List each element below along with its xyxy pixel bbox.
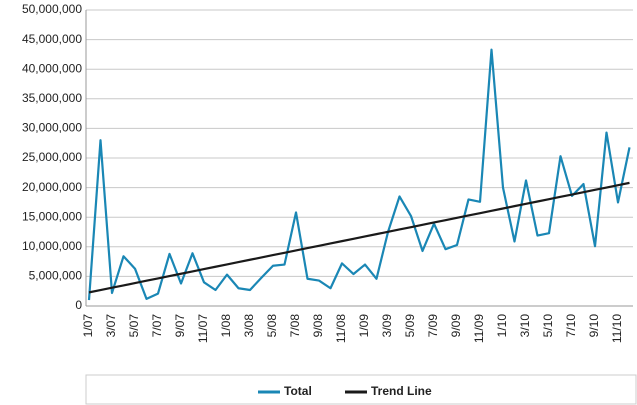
x-tick-label: 7/08 [288,314,302,338]
x-tick-label: 11/08 [334,314,348,343]
legend-label: Trend Line [371,384,432,398]
x-tick-label: 9/07 [173,314,187,338]
y-tick-label: 45,000,000 [22,32,82,46]
x-tick-label: 9/09 [449,314,463,338]
y-tick-label: 0 [75,298,82,312]
x-tick-label: 3/08 [242,314,256,338]
x-tick-label: 3/07 [104,314,118,338]
x-tick-label: 3/10 [518,314,532,338]
x-tick-label: 7/09 [426,314,440,338]
x-tick-label: 1/10 [495,314,509,338]
x-tick-label: 1/07 [81,314,95,338]
x-tick-label: 5/08 [265,314,279,338]
y-tick-label: 35,000,000 [22,91,82,105]
x-tick-label: 7/10 [564,314,578,338]
x-tick-label: 11/10 [610,314,624,343]
x-tick-label: 7/07 [150,314,164,338]
legend: Total Trend Line [258,384,432,398]
x-tick-label: 3/09 [380,314,394,338]
y-tick-label: 30,000,000 [22,121,82,135]
x-tick-label: 5/09 [403,314,417,338]
x-tick-label: 5/07 [127,314,141,338]
y-tick-label: 40,000,000 [22,61,82,75]
y-tick-label: 15,000,000 [22,209,82,223]
x-tick-label: 9/10 [587,314,601,338]
y-tick-label: 10,000,000 [22,239,82,253]
x-tick-label: 11/09 [472,314,486,343]
x-tick-label: 9/08 [311,314,325,338]
legend-label: Total [284,384,312,398]
series-line [88,181,630,294]
x-tick-label: 1/09 [357,314,371,338]
x-tick-label: 1/08 [219,314,233,338]
x-tick-label: 5/10 [541,314,555,338]
x-tick-label: 11/07 [196,314,210,343]
y-tick-label: 25,000,000 [22,150,82,164]
legend-box [85,374,637,405]
series-line [87,48,631,301]
y-tick-label: 50,000,000 [22,2,82,16]
y-tick-label: 20,000,000 [22,180,82,194]
y-tick-label: 5,000,000 [29,269,83,283]
